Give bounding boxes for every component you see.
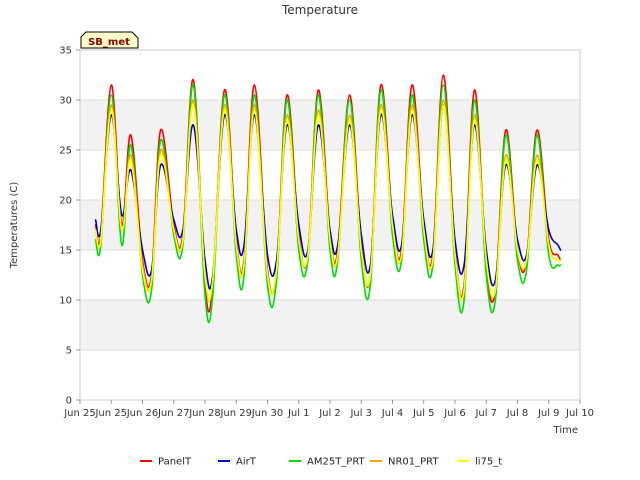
x-tick-label: Jul 2 [318,408,341,419]
x-tick-label: Jul 9 [537,408,560,419]
station-badge: SB_met [80,31,139,49]
chart-title: Temperature [281,3,358,17]
y-tick-label: 20 [59,196,72,207]
y-tick-label: 25 [59,146,72,157]
x-tick-label: Jul 10 [565,408,594,419]
x-tick-label: Jul 1 [287,408,310,419]
y-axis-label: Temperatures (C) [9,182,20,270]
x-axis-label: Time [553,425,578,436]
y-axis: 0 5 10 15 20 25 30 35 [59,46,80,407]
plot-band [80,350,580,400]
x-tick-label: Jul 7 [474,408,497,419]
x-tick-label: Jul 6 [443,408,466,419]
series-line-li75-t [94,104,562,302]
y-tick-label: 30 [59,96,72,107]
x-axis: Jun 25 Jun 25 Jun 26 Jun 27 Jun 28 Jun 29 Jun … [63,400,594,419]
y-tick-label: 10 [59,296,72,307]
legend-label: NR01_PRT [388,457,439,468]
y-tick-label: 35 [59,46,72,57]
x-tick-label: Jul 5 [412,408,435,419]
legend-label: PanelT [158,457,192,468]
plot-band [80,50,580,100]
x-tick-label: Jul 3 [349,408,372,419]
x-tick-label: Jun 25 [94,408,127,419]
legend-item-li75-t: li75_t [457,457,502,468]
legend-item-airt: AirT [218,457,257,468]
legend: PanelT AirT AM25T_PRT NR01_PRT li75_t [140,457,502,468]
legend-item-nr01-prt: NR01_PRT [370,457,439,468]
x-tick-label: Jun 27 [157,408,190,419]
plot-bands [80,50,580,400]
x-tick-label: Jul 4 [381,408,404,419]
y-tick-label: 5 [66,346,72,357]
x-tick-label: Jun 26 [126,408,159,419]
legend-label: AM25T_PRT [307,457,366,468]
station-badge-label: SB_met [88,37,130,48]
y-tick-label: 0 [66,396,72,407]
plot-band [80,250,580,300]
x-tick-label: Jun 25 [63,408,96,419]
series-lines [94,74,562,324]
legend-label: li75_t [475,457,502,468]
legend-label: AirT [236,457,257,468]
y-tick-label: 15 [59,246,72,257]
plot-band [80,300,580,350]
station-badge-box [80,31,139,49]
x-tick-label: Jun 29 [219,408,252,419]
x-tick-label: Jun 30 [251,408,284,419]
legend-item-am25t-prt: AM25T_PRT [289,457,366,468]
x-tick-label: Jul 8 [506,408,529,419]
legend-item-panelt: PanelT [140,457,192,468]
x-tick-label: Jun 28 [188,408,221,419]
